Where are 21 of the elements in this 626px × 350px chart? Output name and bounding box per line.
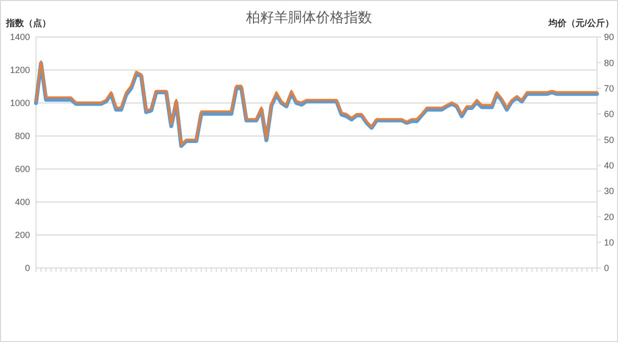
- y2-tick-label: 0: [604, 263, 610, 274]
- chart-title: 柏籽羊胴体价格指数: [245, 9, 372, 25]
- y-tick-label: 1000: [10, 98, 30, 108]
- y2-axis-title: 均价（元/公斤）: [547, 18, 614, 28]
- y2-tick-label: 90: [604, 32, 614, 42]
- y-tick-label: 800: [14, 131, 30, 142]
- y-tick-label: 400: [14, 197, 30, 208]
- y2-tick-label: 10: [604, 237, 614, 248]
- y2-tick-label: 50: [604, 134, 614, 145]
- y2-tick-label: 20: [604, 212, 614, 222]
- y2-tick-label: 40: [604, 160, 614, 170]
- y-tick-label: 200: [14, 230, 30, 240]
- y2-tick-label: 60: [604, 109, 614, 120]
- y-tick-label: 600: [14, 164, 30, 174]
- y-tick-label: 1200: [10, 65, 30, 76]
- y2-tick-label: 80: [604, 58, 614, 68]
- y-tick-label: 0: [24, 263, 30, 274]
- y-tick-label: 1400: [10, 32, 30, 42]
- y2-tick-label: 30: [604, 186, 614, 196]
- y2-tick-label: 70: [604, 83, 614, 94]
- y-axis-title: 指数（点）: [5, 18, 51, 28]
